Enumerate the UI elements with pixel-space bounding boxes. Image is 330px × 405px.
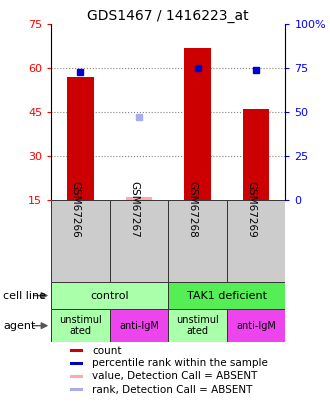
Text: GSM67266: GSM67266 bbox=[70, 181, 81, 238]
Text: TAK1 deficient: TAK1 deficient bbox=[187, 290, 267, 301]
Text: rank, Detection Call = ABSENT: rank, Detection Call = ABSENT bbox=[92, 385, 252, 395]
Text: GSM67268: GSM67268 bbox=[187, 181, 198, 238]
Bar bbox=[126, 197, 152, 200]
Text: unstimul
ated: unstimul ated bbox=[59, 315, 102, 337]
Text: agent: agent bbox=[3, 321, 36, 330]
Text: anti-IgM: anti-IgM bbox=[119, 321, 159, 330]
Text: GSM67269: GSM67269 bbox=[246, 181, 256, 238]
Title: GDS1467 / 1416223_at: GDS1467 / 1416223_at bbox=[87, 9, 249, 23]
Text: anti-IgM: anti-IgM bbox=[236, 321, 276, 330]
Bar bbox=[70, 350, 83, 352]
Bar bbox=[184, 48, 211, 200]
Bar bbox=[168, 282, 285, 309]
Bar bbox=[51, 309, 110, 342]
Bar bbox=[110, 309, 168, 342]
Bar bbox=[168, 309, 227, 342]
Bar bbox=[51, 200, 110, 282]
Text: GSM67267: GSM67267 bbox=[129, 181, 139, 238]
Bar bbox=[70, 375, 83, 377]
Text: unstimul
ated: unstimul ated bbox=[176, 315, 219, 337]
Text: value, Detection Call = ABSENT: value, Detection Call = ABSENT bbox=[92, 371, 257, 381]
Text: control: control bbox=[90, 290, 129, 301]
Bar bbox=[67, 77, 94, 200]
Bar bbox=[110, 200, 168, 282]
Bar bbox=[51, 282, 168, 309]
Bar bbox=[70, 388, 83, 391]
Bar bbox=[168, 200, 227, 282]
Bar bbox=[227, 309, 285, 342]
Text: cell line: cell line bbox=[3, 290, 46, 301]
Bar bbox=[227, 200, 285, 282]
Bar bbox=[70, 362, 83, 365]
Text: count: count bbox=[92, 346, 122, 356]
Bar bbox=[243, 109, 269, 200]
Text: percentile rank within the sample: percentile rank within the sample bbox=[92, 358, 268, 369]
